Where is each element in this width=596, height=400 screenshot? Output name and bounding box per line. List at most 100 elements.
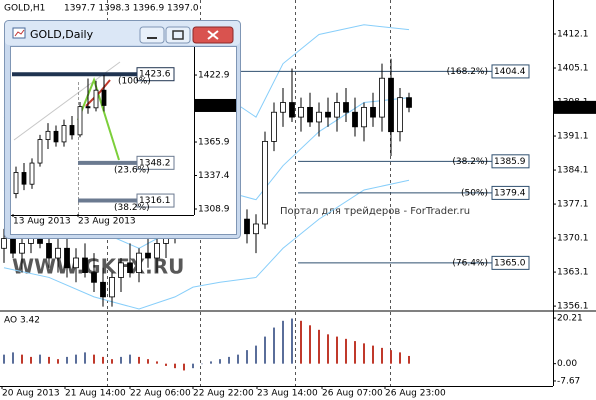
ao-bar (246, 350, 248, 364)
y-tick-label: 1363.1 (557, 268, 589, 278)
ao-bar (174, 363, 176, 369)
ao-bar (354, 341, 356, 364)
fib-price-box (491, 185, 530, 200)
quote: 1397.7 1398.3 1396.9 1397.0 (64, 4, 199, 14)
fib-percent-label: (168.2%) (447, 67, 488, 77)
current-price-label: 1397.0 (197, 101, 229, 111)
ao-bar (408, 355, 410, 364)
y-tick-label: 1365.9 (198, 138, 230, 148)
candle-body (64, 247, 70, 269)
y-tick-label: 1370.1 (557, 234, 589, 244)
x-tick-label: 23 Aug 14:00 (257, 389, 318, 399)
y-tick-label: 1391.1 (557, 132, 589, 142)
ao-bar (300, 320, 302, 364)
ao-bar (93, 354, 95, 364)
candle-body (352, 111, 358, 128)
candle-body (127, 262, 133, 273)
band-line (3, 179, 410, 310)
candle-body (37, 139, 43, 164)
ao-bar (282, 320, 284, 364)
candle-body (93, 89, 99, 109)
y-tick-label: 1377.1 (557, 200, 589, 210)
minimize-button[interactable] (139, 26, 165, 44)
x-tick-label: 20 Aug 2013 (2, 389, 60, 399)
ao-bar (3, 354, 5, 364)
ao-bar (327, 334, 329, 364)
candle-body (343, 102, 349, 113)
watermark: Портал для трейдеров - ForTrader.ru (280, 206, 470, 217)
ao-bar (264, 336, 266, 364)
candle-body (370, 106, 376, 118)
fib-price-label: 1348.2 (139, 158, 171, 168)
fib-percent-label: (23.6%) (114, 165, 150, 175)
ao-bar (84, 352, 86, 364)
y-tick-label: 20.21 (557, 314, 583, 324)
candle-body (19, 243, 25, 254)
candle-body (29, 162, 35, 185)
fib-price-box (136, 193, 175, 208)
ao-bar (12, 352, 14, 364)
candle-body (262, 140, 268, 225)
fib-price-box (491, 154, 530, 169)
ao-bar (309, 325, 311, 364)
inset-window: GOLD,Daily 1423.6(100%) 1348.2(23.6%) 1316… (4, 20, 241, 239)
y-tick-label: -7.67 (557, 376, 580, 386)
fib-price-label: 1385.9 (494, 157, 526, 167)
ao-bar (75, 354, 77, 364)
candle-body (61, 125, 67, 143)
candle-body (307, 106, 313, 123)
ao-bar (237, 354, 239, 364)
x-tick-label: 21 Aug 14:00 (65, 389, 126, 399)
ao-bar (273, 327, 275, 364)
x-tick-label: 13 Aug 2013 (13, 217, 71, 227)
candle-body (253, 223, 259, 235)
ao-bar (219, 359, 221, 364)
zigzag (85, 79, 111, 107)
fib-price-label: 1404.4 (494, 67, 526, 77)
ao-bar (291, 318, 293, 364)
fib-price-label: 1379.4 (494, 188, 526, 198)
ao-bar (381, 347, 383, 364)
ao-bar (390, 350, 392, 364)
candle-body (379, 77, 385, 118)
candle-body (406, 97, 412, 108)
y-tick-label: 1308.9 (198, 205, 230, 215)
fib-price-box (491, 64, 530, 79)
x-tick-label: 22 Aug 22:00 (193, 389, 254, 399)
window-icon (14, 29, 25, 37)
candle-body (280, 102, 286, 113)
candle-body (100, 281, 106, 298)
x-tick-label: 22 Aug 06:00 (130, 389, 191, 399)
restore-icon (172, 30, 184, 40)
ao-bar (228, 356, 230, 364)
candle-body (298, 106, 304, 118)
candle-body (316, 111, 322, 123)
candle-body (1, 238, 7, 249)
candle-body (21, 172, 27, 185)
ao-bar (336, 336, 338, 364)
ao-bar (39, 354, 41, 364)
y-tick-label: 1337.4 (198, 171, 230, 181)
ao-bar (165, 363, 167, 366)
candle-body (55, 247, 61, 259)
y-tick-label: 1412.1 (557, 30, 589, 40)
y-tick-label: 1422.9 (198, 71, 230, 81)
current-price-box (194, 98, 236, 112)
candle-body (136, 252, 142, 273)
zigzag (77, 77, 120, 161)
ao-bar (21, 354, 23, 364)
candle-body (154, 243, 160, 259)
candle-body (334, 102, 340, 118)
ao-bar (111, 359, 113, 364)
indicator-title: AO 3.42 (4, 316, 40, 326)
y-tick-label: 1356.1 (557, 302, 589, 312)
candle-body (118, 262, 124, 278)
ao-bar (57, 359, 59, 364)
fib-percent-label: (76.4%) (452, 258, 488, 268)
restore-button[interactable] (165, 26, 191, 44)
fib-price-box (491, 255, 530, 270)
y-tick-label: 0.00 (557, 359, 577, 369)
candle-body (91, 272, 97, 283)
window-title: GOLD,Daily (30, 28, 94, 41)
